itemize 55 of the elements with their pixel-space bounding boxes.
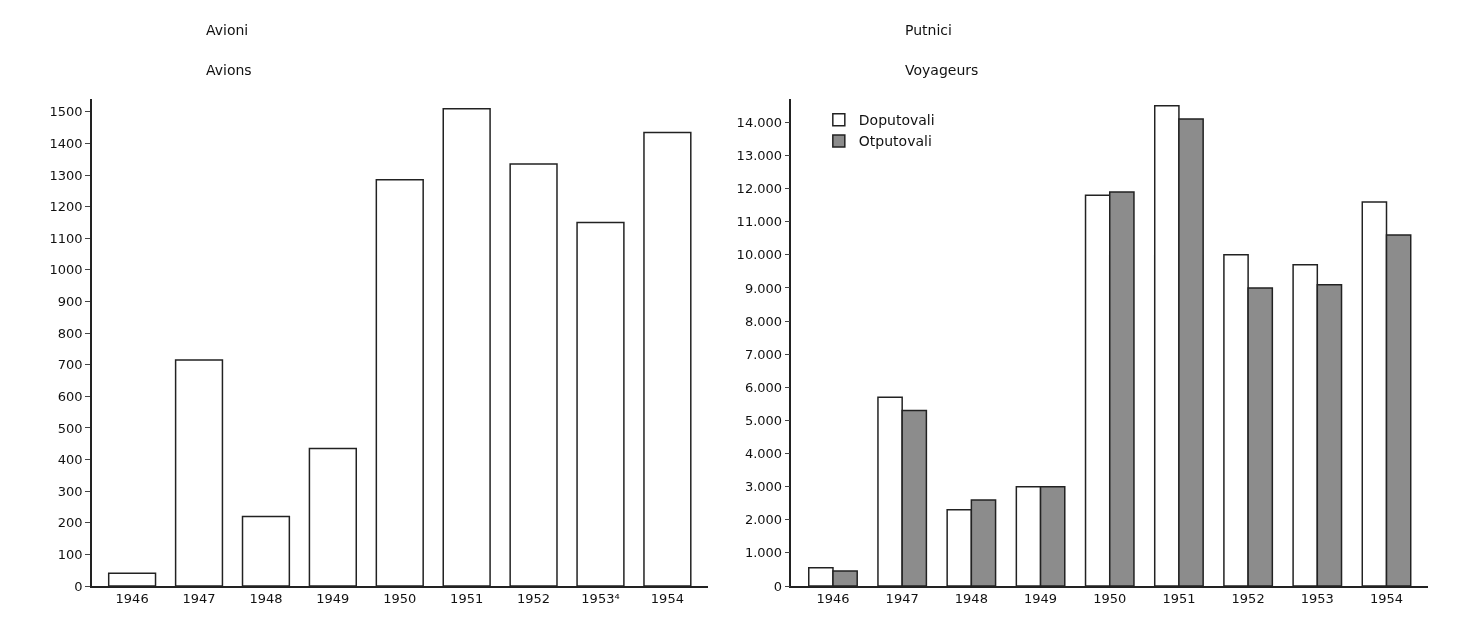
x-tick-label: 1947 <box>182 591 216 607</box>
x-tick-label: 1950 <box>1093 591 1127 607</box>
y-tick-label: 13.000 <box>736 148 783 164</box>
y-tick-label: 0 <box>74 578 83 594</box>
y-tick-label: 1500 <box>49 104 83 120</box>
chart-title: Avioni <box>206 22 249 38</box>
x-tick-label: 1946 <box>115 591 149 607</box>
y-tick-label: 14.000 <box>736 114 783 130</box>
y-tick-label: 200 <box>57 515 83 531</box>
y-tick-label: 3.000 <box>744 479 783 495</box>
x-tick-label: 1952 <box>1231 591 1265 607</box>
x-tick-label: 1948 <box>954 591 988 607</box>
legend-label: Otputovali <box>858 133 932 150</box>
x-tick-label: 1954 <box>1369 591 1404 607</box>
y-tick-label: 1200 <box>49 199 83 215</box>
y-tick-label: 12.000 <box>736 181 783 197</box>
x-tick-label: 1949 <box>316 591 350 607</box>
y-tick-label: 11.000 <box>736 214 783 230</box>
y-tick-label: 100 <box>57 546 83 562</box>
y-tick-label: 500 <box>57 420 83 436</box>
chart-subtitle: Avions <box>206 62 252 78</box>
x-tick-label: 1949 <box>1024 591 1058 607</box>
x-tick-label: 1953⁴ <box>581 591 620 607</box>
chart-title: Putnici <box>905 22 952 38</box>
legend-label: Doputovali <box>858 112 935 129</box>
y-tick-label: 7.000 <box>744 346 783 362</box>
y-tick-label: 9.000 <box>744 280 783 296</box>
y-tick-label: 1300 <box>49 167 83 183</box>
x-tick-label: 1952 <box>517 591 551 607</box>
y-tick-label: 5.000 <box>744 412 783 428</box>
x-tick-label: 1951 <box>450 591 484 607</box>
y-tick-label: 1100 <box>49 230 83 246</box>
y-tick-label: 10.000 <box>736 247 783 263</box>
y-tick-label: 1400 <box>49 136 83 152</box>
y-tick-label: 900 <box>57 294 83 310</box>
y-tick-label: 700 <box>57 357 83 373</box>
x-tick-label: 1953 <box>1300 591 1334 607</box>
x-tick-label: 1951 <box>1162 591 1196 607</box>
x-tick-label: 1954 <box>650 591 684 607</box>
y-tick-label: 1000 <box>49 262 83 278</box>
x-tick-label: 1950 <box>383 591 417 607</box>
y-tick-label: 400 <box>57 452 83 468</box>
y-tick-label: 6.000 <box>744 379 783 395</box>
x-tick-label: 1948 <box>249 591 283 607</box>
x-tick-label: 1947 <box>885 591 919 607</box>
y-tick-label: 1.000 <box>744 545 783 561</box>
y-tick-label: 2.000 <box>744 512 783 528</box>
y-tick-label: 8.000 <box>744 313 783 329</box>
y-tick-label: 600 <box>57 388 83 404</box>
y-tick-label: 300 <box>57 483 83 499</box>
y-tick-label: 4.000 <box>744 446 783 462</box>
x-tick-label: 1946 <box>816 591 850 607</box>
y-tick-label: 0 <box>773 578 783 594</box>
chart-subtitle: Voyageurs <box>905 62 979 78</box>
y-tick-label: 800 <box>57 325 83 341</box>
